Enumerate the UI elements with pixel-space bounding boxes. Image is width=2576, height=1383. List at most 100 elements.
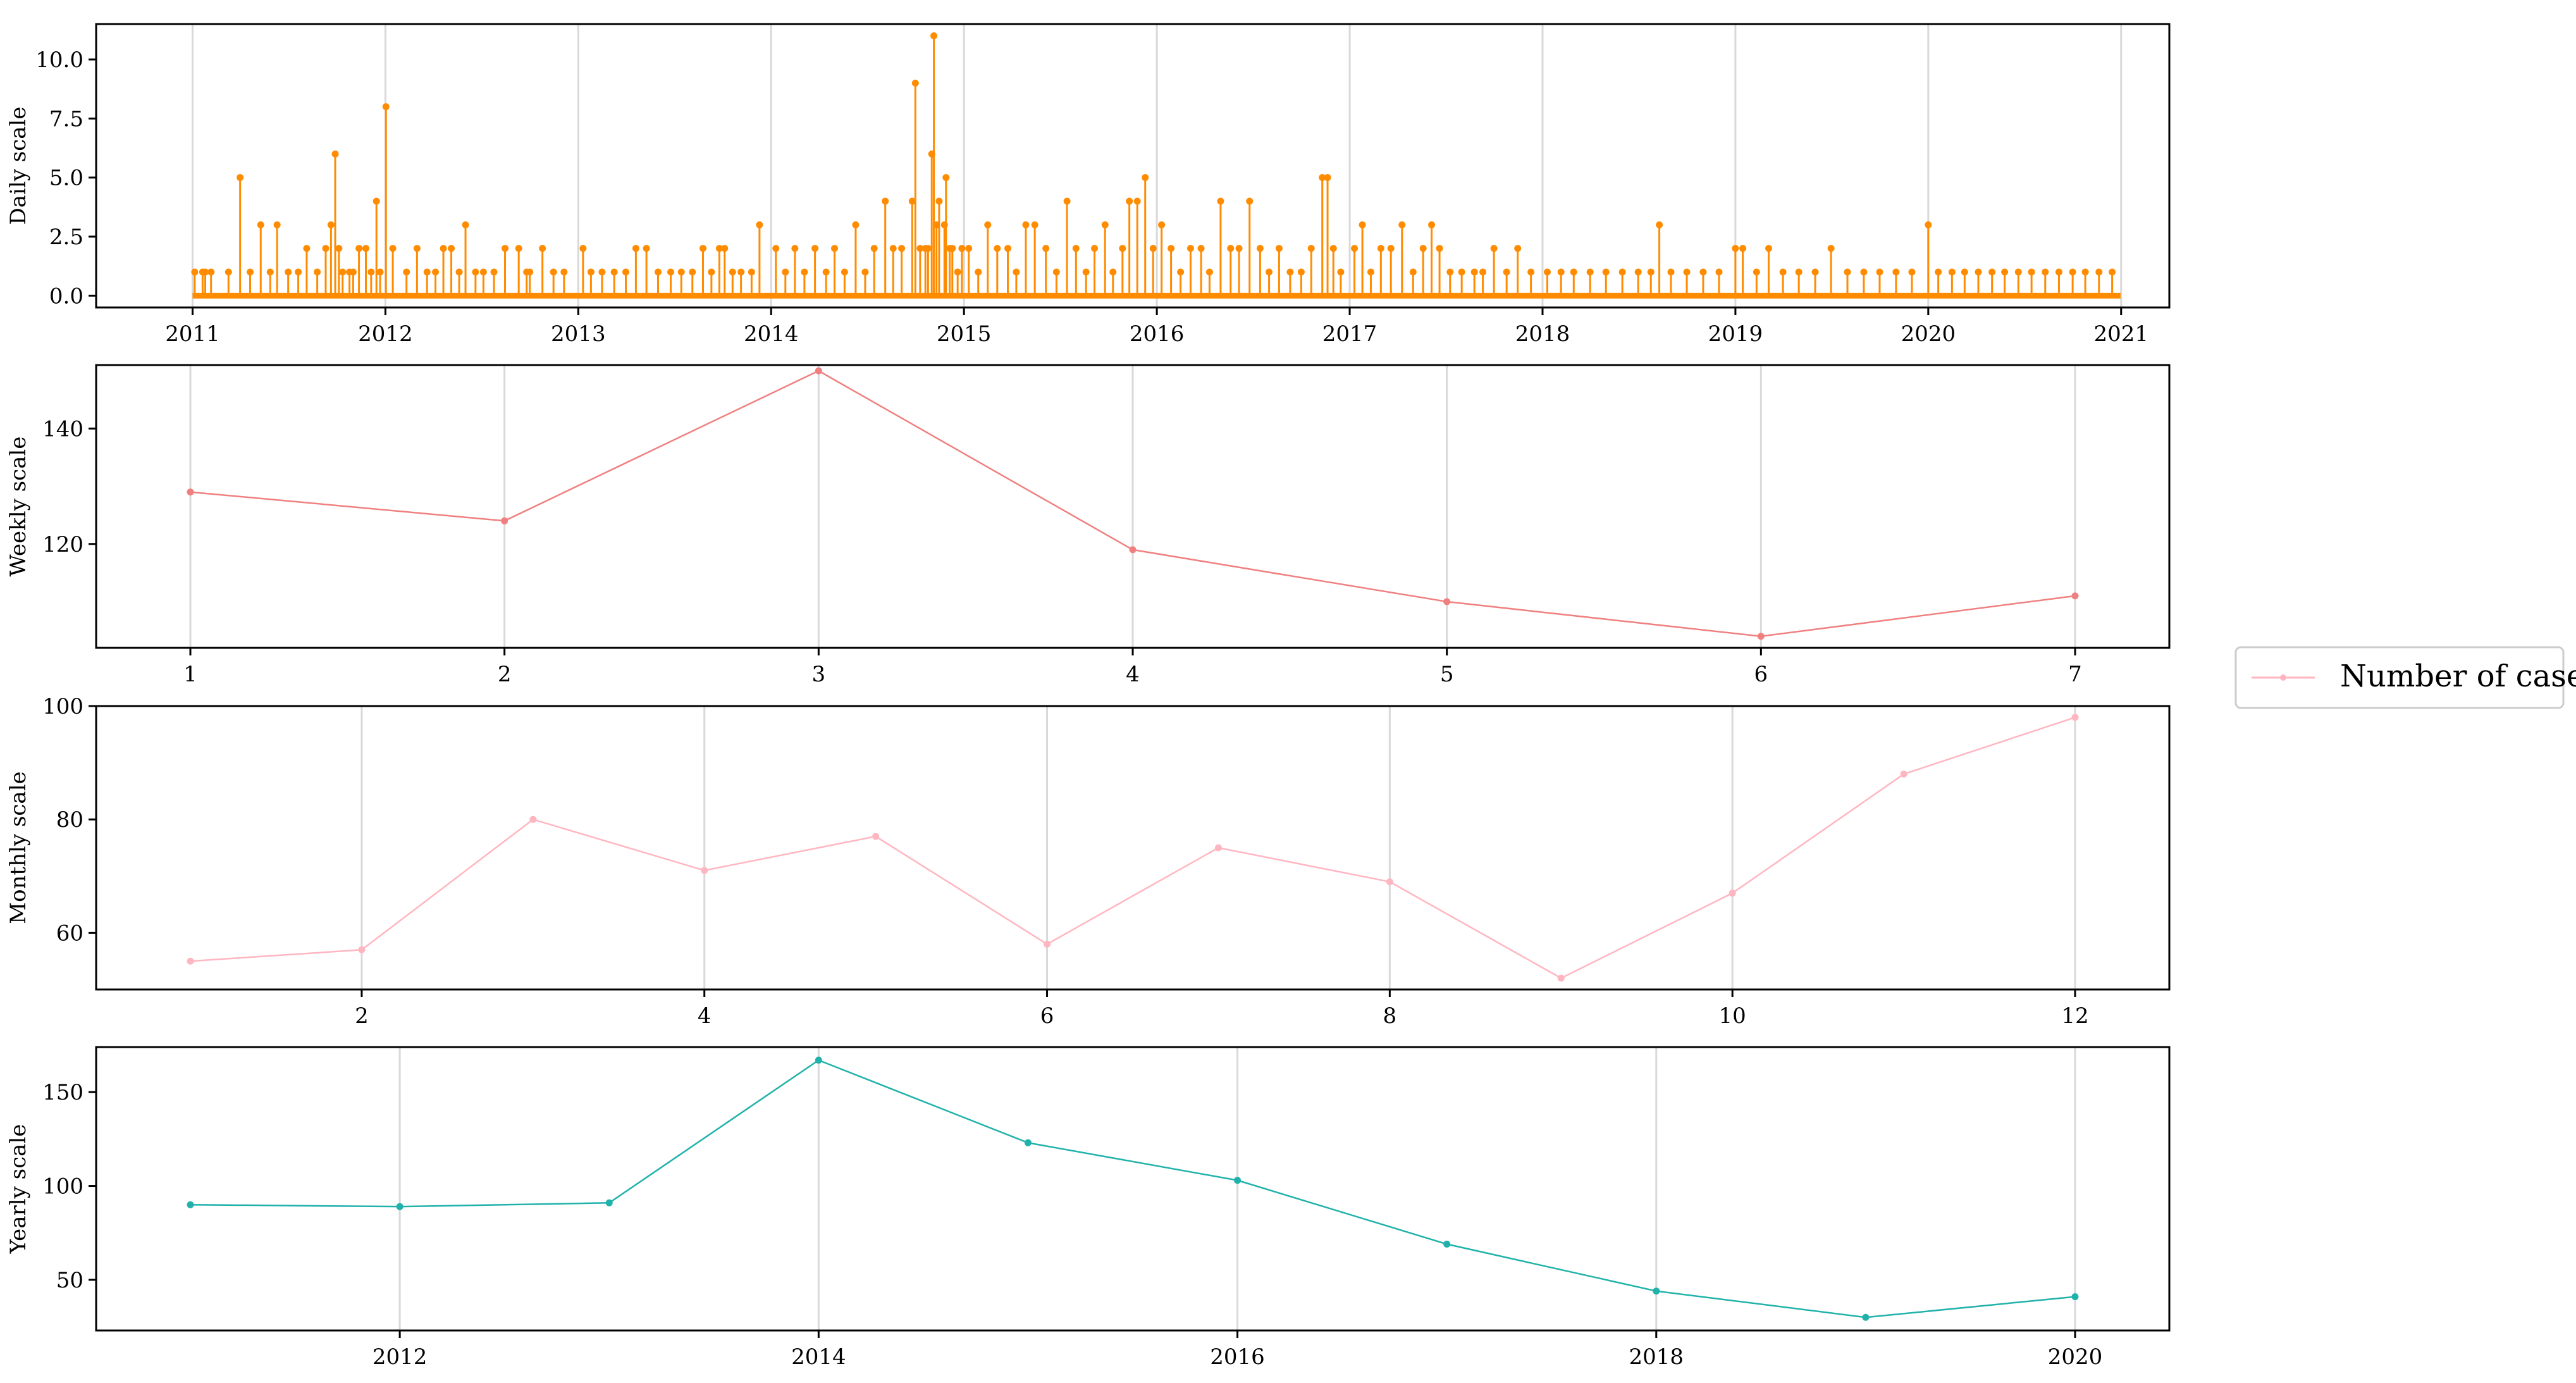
xtick-label-yearly-1: 2014: [791, 1344, 846, 1370]
series-line-yearly: [190, 1059, 2076, 1318]
point-daily-181: [1948, 268, 1956, 276]
axes-frame-monthly: [95, 705, 2171, 991]
ytick-label-daily-4: 10.0: [35, 47, 83, 73]
point-daily-2: [207, 268, 215, 276]
ytick-label-monthly-0: 60: [56, 921, 83, 946]
ylabel-daily: Daily scale: [6, 106, 31, 225]
point-daily-178: [1908, 268, 1916, 276]
xtick-label-monthly-4: 10: [1719, 1003, 1746, 1029]
axes-frame-yearly: [95, 1046, 2171, 1332]
xtick-label-weekly-6: 7: [2068, 662, 2082, 687]
point-daily-58: [708, 268, 715, 276]
point-yearly-5: [1234, 1177, 1242, 1184]
point-weekly-4: [1443, 598, 1451, 605]
point-daily-117: [1177, 268, 1185, 276]
panel-weekly: 1 2 3 4 5 6 7 120 140 Weekly scale: [6, 364, 2171, 687]
xtick-label-daily-9: 2020: [1901, 321, 1956, 347]
point-daily-160: [1647, 268, 1655, 276]
point-daily-55: [677, 268, 685, 276]
point-daily-69: [811, 245, 819, 252]
xtick-label-daily-6: 2017: [1322, 321, 1377, 347]
point-daily-184: [1988, 268, 1996, 276]
xtick-label-monthly-1: 4: [698, 1003, 712, 1029]
point-monthly-6: [1214, 844, 1222, 852]
point-monthly-5: [1044, 940, 1051, 948]
xtick-label-yearly-4: 2020: [2048, 1344, 2103, 1370]
point-daily-174: [1844, 268, 1851, 276]
point-monthly-8: [1557, 974, 1565, 982]
point-daily-61: [729, 268, 736, 276]
point-daily-157: [1602, 268, 1610, 276]
panel-monthly: 2 4 6 8 10 12 60 80 100 Monthly scale: [6, 694, 2171, 1029]
point-daily-146: [1458, 268, 1465, 276]
point-daily-113: [1142, 174, 1149, 182]
point-daily-124: [1246, 197, 1254, 205]
point-daily-120: [1205, 268, 1213, 276]
point-daily-131: [1319, 174, 1326, 182]
point-daily-172: [1811, 268, 1819, 276]
point-daily-153: [1543, 268, 1551, 276]
point-daily-4: [247, 268, 254, 276]
point-daily-87: [921, 245, 929, 252]
point-daily-75: [870, 245, 878, 252]
point-daily-173: [1827, 245, 1835, 252]
point-daily-76: [882, 197, 889, 205]
point-weekly-6: [2071, 592, 2079, 600]
panel-daily: 2011 2012 2013 2014 2015 2016 2017 2018 2019 2020…: [6, 23, 2171, 347]
ylabel-monthly: Monthly scale: [6, 771, 31, 924]
point-daily-106: [1082, 268, 1090, 276]
point-daily-16: [355, 245, 363, 252]
xtick-label-daily-0: 2011: [165, 321, 220, 347]
xtick-label-yearly-2: 2016: [1210, 1344, 1265, 1370]
point-daily-23: [349, 268, 357, 276]
point-daily-192: [2095, 268, 2103, 276]
legend: Number of cases: [2234, 646, 2576, 709]
point-daily-149: [1490, 245, 1498, 252]
point-weekly-3: [1129, 546, 1137, 554]
point-daily-67: [791, 245, 799, 252]
xtick-label-yearly-3: 2018: [1629, 1344, 1684, 1370]
point-daily-187: [2028, 268, 2035, 276]
point-daily-154: [1557, 268, 1565, 276]
point-daily-48: [598, 268, 606, 276]
point-daily-170: [1779, 268, 1787, 276]
point-daily-20: [225, 268, 232, 276]
point-daily-62: [737, 268, 745, 276]
point-daily-129: [1297, 268, 1305, 276]
point-daily-32: [440, 245, 447, 252]
point-daily-29: [413, 245, 421, 252]
point-daily-96: [984, 221, 992, 228]
point-daily-148: [1479, 268, 1487, 276]
xtick-label-weekly-1: 2: [498, 662, 512, 687]
point-daily-191: [2081, 268, 2089, 276]
point-daily-127: [1275, 245, 1283, 252]
point-daily-176: [1876, 268, 1883, 276]
point-yearly-8: [1862, 1313, 1870, 1321]
point-daily-188: [2042, 268, 2049, 276]
point-daily-79: [908, 197, 916, 205]
point-daily-162: [1667, 268, 1675, 276]
point-daily-37: [479, 268, 487, 276]
point-daily-9: [295, 268, 302, 276]
point-daily-33: [448, 245, 455, 252]
point-daily-39: [515, 245, 522, 252]
point-daily-121: [1217, 197, 1224, 205]
ytick-label-yearly-0: 50: [56, 1268, 83, 1293]
point-daily-77: [889, 245, 897, 252]
point-yearly-2: [605, 1199, 613, 1206]
point-daily-86: [911, 79, 919, 87]
point-daily-93: [954, 268, 961, 276]
point-daily-190: [2069, 268, 2076, 276]
point-daily-193: [2109, 268, 2116, 276]
point-daily-156: [1586, 268, 1594, 276]
point-weekly-0: [187, 488, 194, 496]
point-daily-126: [1266, 268, 1273, 276]
point-daily-89: [930, 32, 938, 40]
point-daily-179: [1925, 221, 1932, 228]
point-daily-169: [1765, 245, 1773, 252]
point-daily-143: [1428, 221, 1436, 228]
ytick-label-yearly-1: 100: [42, 1174, 83, 1200]
point-yearly-0: [187, 1201, 194, 1208]
point-daily-138: [1377, 245, 1384, 252]
point-daily-112: [1133, 197, 1141, 205]
